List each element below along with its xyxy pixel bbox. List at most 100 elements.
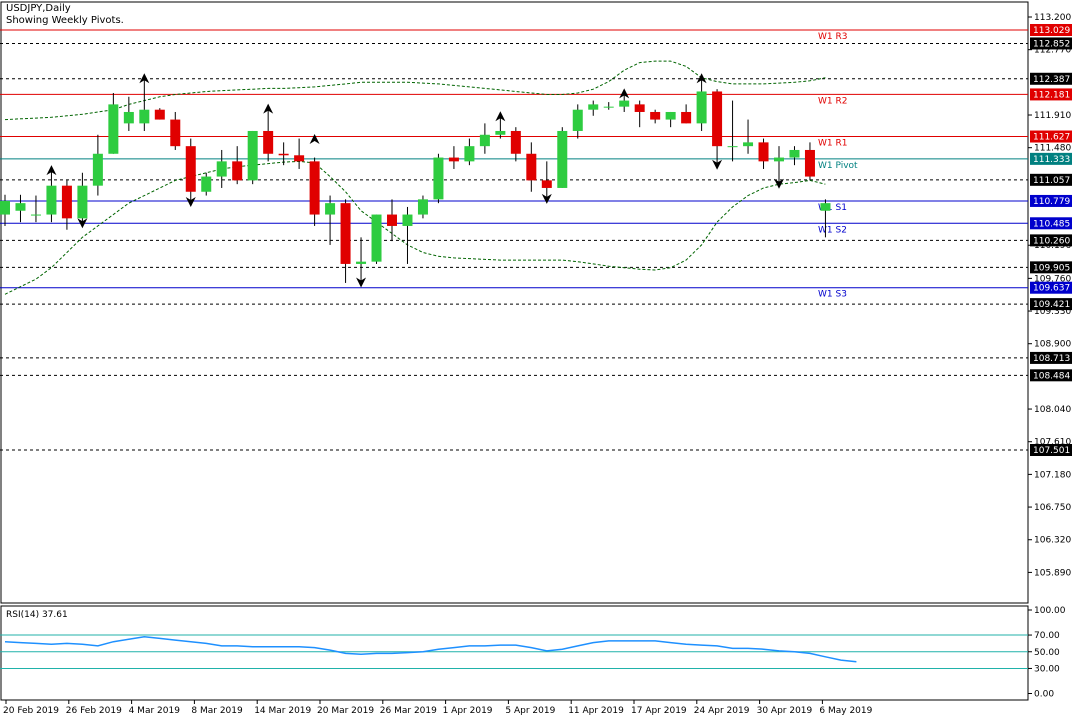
date-axis-label: 8 Mar 2019	[191, 706, 243, 716]
date-axis-label: 14 Mar 2019	[254, 706, 311, 716]
candle-body	[77, 185, 88, 219]
rsi-line	[4, 635, 857, 663]
date-axis-label: 6 May 2019	[819, 706, 872, 716]
pivot-name-label: W1 Pivot	[818, 161, 858, 171]
candle-body	[758, 142, 769, 162]
dashed-level-box	[1030, 37, 1072, 50]
pivot-level-label: 110.779	[1033, 197, 1070, 207]
date-axis-label: 20 Feb 2019	[3, 706, 59, 716]
candle-body	[665, 111, 676, 120]
fractal-down-arrow	[541, 193, 552, 204]
candle-body	[30, 214, 41, 216]
pivot-name-label: W1 S2	[818, 225, 847, 235]
price-axis-label: 109.330	[1034, 307, 1071, 317]
fractal-down-arrow	[77, 218, 88, 229]
candle-body	[340, 203, 351, 264]
candle-body	[46, 185, 57, 215]
date-axis-label: 17 Apr 2019	[631, 706, 687, 716]
dashed-level-label: 107.501	[1033, 446, 1070, 456]
pivot-name-label: W1 S3	[818, 290, 847, 300]
dashed-level-label: 109.905	[1033, 263, 1070, 273]
pivot-level-box	[1030, 152, 1072, 165]
candle-body	[92, 153, 103, 186]
fractal-up-arrow	[619, 88, 630, 99]
price-axis-label: 112.770	[1034, 46, 1071, 56]
price-axis-label: 111.480	[1034, 144, 1071, 154]
rsi-axis-label: 70.00	[1034, 631, 1060, 641]
candle-body	[154, 109, 165, 120]
price-panel-frame	[0, 1, 1029, 604]
rsi-axis-label: 100.00	[1034, 606, 1066, 616]
candle-body	[170, 119, 181, 147]
date-axis-label: 1 Apr 2019	[443, 706, 493, 716]
candle-body	[634, 104, 645, 112]
price-axis-label: 105.890	[1034, 568, 1071, 578]
candle-body	[185, 146, 196, 192]
date-axis-label: 30 Apr 2019	[757, 706, 813, 716]
price-axis-label: 113.200	[1034, 13, 1071, 23]
rsi-panel-frame	[0, 605, 1029, 701]
fractal-up-arrow	[46, 165, 57, 176]
candle-body	[61, 185, 72, 219]
candle-body	[743, 142, 754, 147]
candle-body	[588, 104, 599, 110]
fractal-down-arrow	[185, 196, 196, 207]
dashed-level-label: 112.852	[1033, 39, 1070, 49]
candle-body	[526, 153, 537, 181]
pivot-level-box	[1030, 281, 1072, 294]
pivot-level-label: 111.627	[1033, 133, 1070, 143]
candle-body	[603, 106, 614, 108]
candle-body	[309, 161, 320, 215]
candle-body	[541, 180, 552, 188]
candle-body	[123, 111, 134, 124]
candle-body	[696, 91, 707, 124]
fractal-up-arrow	[309, 134, 320, 145]
candle-body	[247, 130, 258, 181]
pivot-level-label: 112.181	[1033, 90, 1070, 100]
candle-body	[479, 134, 490, 147]
dashed-level-box	[1030, 444, 1072, 457]
candle-body	[681, 111, 692, 124]
price-axis-label: 109.760	[1034, 274, 1071, 284]
candle-body	[402, 214, 413, 226]
date-axis-label: 20 Mar 2019	[317, 706, 374, 716]
dashed-level-box	[1030, 261, 1072, 274]
pivot-level-label: 113.029	[1033, 26, 1070, 36]
candle-body	[417, 199, 428, 215]
candle-body	[278, 153, 289, 156]
candle-body	[464, 146, 475, 162]
candle-body	[294, 155, 305, 162]
pivot-level-box	[1030, 217, 1072, 230]
candle-body	[804, 149, 815, 177]
price-axis-label: 107.180	[1034, 470, 1071, 480]
candle-body	[263, 130, 274, 154]
fractal-up-arrow	[139, 73, 150, 84]
price-axis-label: 107.610	[1034, 438, 1071, 448]
rsi-axis-label: 0.00	[1034, 690, 1054, 700]
upper-envelope-line	[4, 60, 826, 121]
pivot-name-label: W1 R3	[818, 32, 847, 42]
fractal-up-arrow	[696, 73, 707, 84]
dashed-level-label: 112.387	[1033, 75, 1070, 85]
candle-body	[232, 161, 243, 181]
candle-body	[356, 261, 367, 264]
dashed-level-label: 109.421	[1033, 300, 1070, 310]
dashed-level-box	[1030, 72, 1072, 85]
fractal-down-arrow	[712, 159, 723, 170]
candle-body	[433, 157, 444, 200]
dashed-level-box	[1030, 173, 1072, 186]
rsi-axis-label: 30.00	[1034, 664, 1060, 674]
pivot-name-label: W1 S1	[818, 203, 847, 213]
dashed-level-label: 108.484	[1033, 371, 1070, 381]
candle-body	[789, 149, 800, 158]
candle-body	[325, 203, 336, 215]
dashed-level-label: 110.260	[1033, 236, 1070, 246]
dashed-level-label: 111.057	[1033, 176, 1070, 186]
candle-body	[216, 161, 227, 177]
dashed-level-box	[1030, 234, 1072, 247]
candle-body	[619, 100, 630, 107]
pivot-name-label: W1 R2	[818, 96, 847, 106]
pivot-name-label: W1 R1	[818, 139, 847, 149]
candle-body	[820, 203, 831, 211]
